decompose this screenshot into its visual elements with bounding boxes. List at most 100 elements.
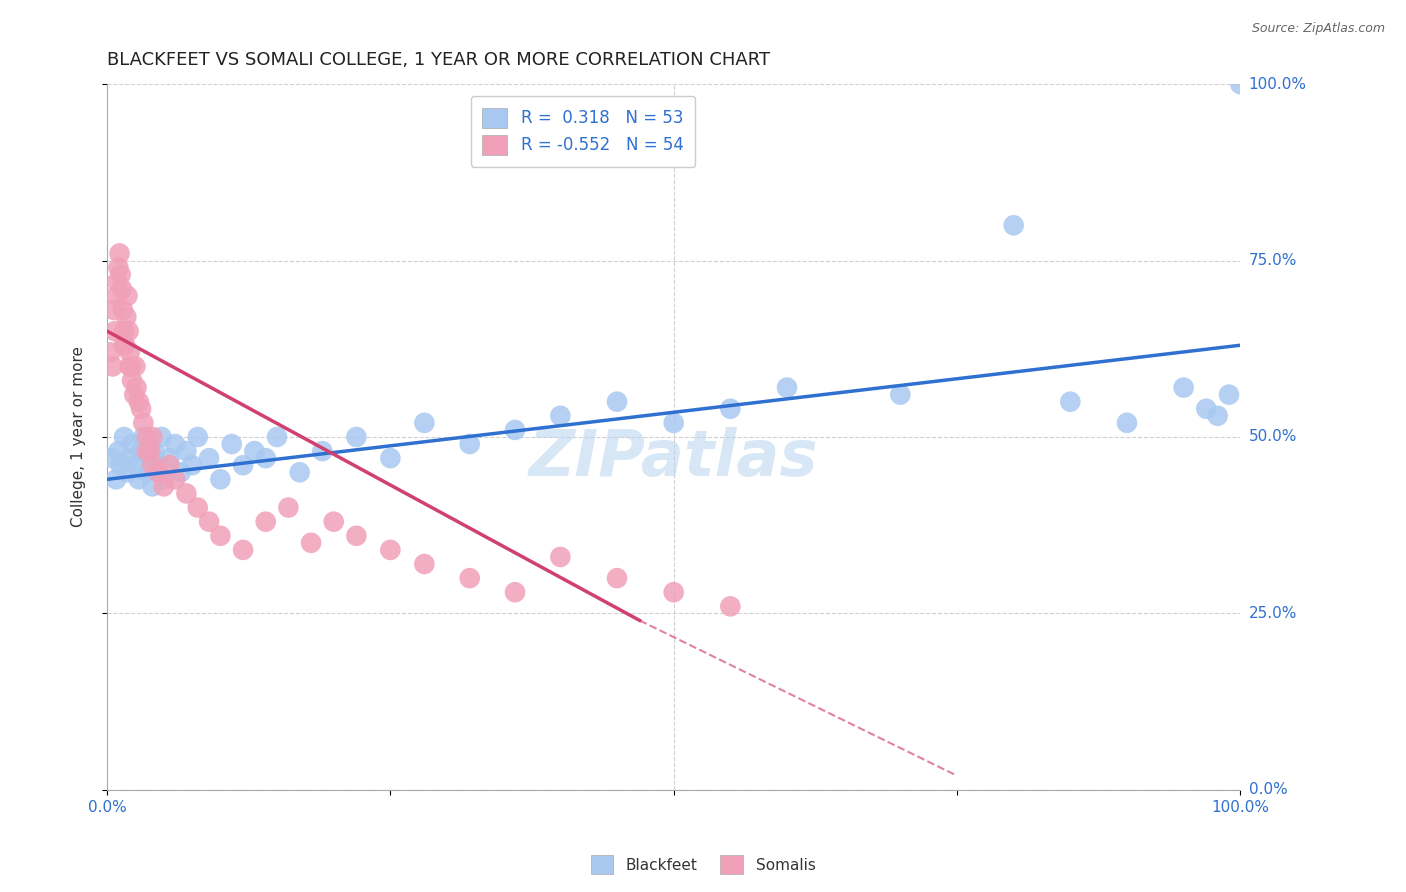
Point	[232, 458, 254, 473]
Text: 25.0%: 25.0%	[1249, 606, 1296, 621]
Point	[232, 542, 254, 557]
Point	[104, 324, 127, 338]
Point	[112, 324, 135, 338]
Point	[118, 359, 141, 374]
Point	[124, 458, 146, 473]
Point	[135, 430, 157, 444]
Point	[1002, 219, 1025, 233]
Point	[132, 430, 155, 444]
Point	[176, 486, 198, 500]
Point	[139, 444, 162, 458]
Point	[413, 416, 436, 430]
Point	[718, 599, 741, 614]
Point	[254, 515, 277, 529]
Point	[170, 465, 193, 479]
Point	[209, 472, 232, 486]
Point	[176, 444, 198, 458]
Point	[1195, 401, 1218, 416]
Point	[187, 500, 209, 515]
Point	[132, 416, 155, 430]
Point	[165, 472, 187, 486]
Point	[128, 394, 150, 409]
Point	[150, 430, 173, 444]
Point	[243, 444, 266, 458]
Point	[1229, 77, 1251, 91]
Point	[107, 260, 129, 275]
Legend: Blackfeet, Somalis: Blackfeet, Somalis	[585, 849, 821, 880]
Point	[121, 437, 143, 451]
Point	[105, 275, 128, 289]
Point	[111, 302, 134, 317]
Point	[718, 401, 741, 416]
Text: 100.0%: 100.0%	[1249, 77, 1306, 92]
Point	[198, 451, 221, 466]
Point	[100, 345, 122, 359]
Point	[413, 557, 436, 571]
Point	[129, 401, 152, 416]
Point	[128, 472, 150, 486]
Point	[266, 430, 288, 444]
Point	[117, 465, 139, 479]
Point	[209, 529, 232, 543]
Point	[118, 451, 141, 466]
Point	[1206, 409, 1229, 423]
Point	[157, 458, 180, 473]
Point	[108, 246, 131, 260]
Point	[606, 571, 628, 585]
Point	[122, 387, 145, 401]
Point	[254, 451, 277, 466]
Point	[107, 444, 129, 458]
Point	[550, 409, 572, 423]
Point	[152, 479, 174, 493]
Point	[198, 515, 221, 529]
Point	[141, 430, 163, 444]
Point	[288, 465, 311, 479]
Point	[118, 345, 141, 359]
Point	[120, 359, 142, 374]
Point	[117, 324, 139, 338]
Point	[135, 444, 157, 458]
Point	[181, 458, 204, 473]
Point	[101, 451, 124, 466]
Point	[165, 437, 187, 451]
Point	[662, 416, 685, 430]
Point	[606, 394, 628, 409]
Point	[110, 268, 132, 282]
Text: ZIPatlas: ZIPatlas	[529, 427, 818, 489]
Point	[105, 289, 128, 303]
Point	[105, 472, 128, 486]
Point	[141, 458, 163, 473]
Point	[111, 282, 134, 296]
Point	[344, 529, 367, 543]
Point	[299, 536, 322, 550]
Point	[187, 430, 209, 444]
Point	[110, 458, 132, 473]
Point	[101, 359, 124, 374]
Point	[1173, 381, 1195, 395]
Point	[503, 423, 526, 437]
Text: BLACKFEET VS SOMALI COLLEGE, 1 YEAR OR MORE CORRELATION CHART: BLACKFEET VS SOMALI COLLEGE, 1 YEAR OR M…	[107, 51, 770, 69]
Point	[117, 289, 139, 303]
Point	[221, 437, 243, 451]
Point	[146, 458, 169, 473]
Point	[503, 585, 526, 599]
Point	[458, 437, 481, 451]
Point	[322, 515, 344, 529]
Point	[115, 310, 138, 324]
Point	[139, 451, 162, 466]
Point	[125, 381, 148, 395]
Point	[103, 302, 125, 317]
Point	[135, 465, 157, 479]
Point	[112, 338, 135, 352]
Point	[129, 444, 152, 458]
Point	[380, 542, 402, 557]
Point	[121, 374, 143, 388]
Point	[124, 359, 146, 374]
Point	[114, 338, 136, 352]
Point	[141, 479, 163, 493]
Point	[550, 549, 572, 564]
Legend: R =  0.318   N = 53, R = -0.552   N = 54: R = 0.318 N = 53, R = -0.552 N = 54	[471, 96, 696, 167]
Point	[344, 430, 367, 444]
Text: 50.0%: 50.0%	[1249, 429, 1296, 444]
Point	[277, 500, 299, 515]
